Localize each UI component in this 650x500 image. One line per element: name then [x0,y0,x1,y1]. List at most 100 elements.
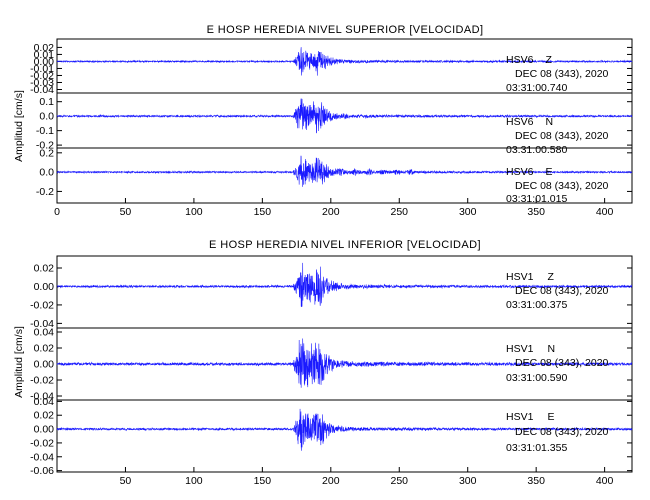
upper-panel-3: 0.2 0.0 -0.2 HSV6 E DEC 08 (343), 2020 03:3… [36,147,633,205]
component-label: N [545,116,553,128]
upper-panel-1-trace [56,47,633,76]
y-tick-label: 0.01 [34,49,55,61]
x-tick-label: 350 [527,206,545,218]
y-tick-label: -0.02 [30,70,54,82]
y-tick-label: -0.1 [36,125,54,137]
date-label: DEC 08 (343), 2020 [515,357,609,369]
x-tick-label: 300 [459,475,477,487]
y-tick-label: 0.1 [39,96,54,108]
x-tick-label: 150 [254,206,272,218]
x-tick-label: 0 [54,206,60,218]
lower-ylabel: Amplitud [cm/s] [13,326,25,398]
upper-figure: E HOSP HEREDIA NIVEL SUPERIOR [VELOCIDAD… [13,24,633,218]
y-tick-label: 0.02 [34,343,55,355]
x-tick-label: 50 [120,475,132,487]
upper-title: E HOSP HEREDIA NIVEL SUPERIOR [VELOCIDAD… [207,24,484,36]
x-tick-label: 50 [120,206,132,218]
y-tick-label: -0.02 [30,437,54,449]
y-tick-label: 0.0 [39,111,54,123]
time-label: 03:31:00.740 [506,82,567,94]
x-tick-label: 400 [596,475,614,487]
lower-panel-1-yaxis: 0.02 0.00 -0.02 -0.04 [30,263,632,330]
y-tick-label: 0.2 [39,147,54,159]
y-tick-label: -0.2 [36,140,54,152]
y-tick-label: -0.03 [30,77,54,89]
date-label: DEC 08 (343), 2020 [515,130,609,142]
time-label: 03:31:01.355 [506,442,567,454]
component-label: E [545,166,552,178]
lower-panel-3: 0.04 0.02 0.00-0.02 -0.04 -0.06 HSV1 E DEC 08… [30,396,633,477]
x-tick-label: 250 [390,475,408,487]
lower-panel-3-yaxis: 0.04 0.02 0.00-0.02 -0.04 -0.06 [30,396,632,477]
y-tick-label: -0.2 [36,186,54,198]
y-tick-label: -0.02 [30,375,54,387]
y-tick-label: 0.02 [34,42,55,54]
lower-panel-3-trace [56,408,633,451]
date-label: DEC 08 (343), 2020 [515,285,609,297]
x-tick-label: 300 [459,206,477,218]
date-label: DEC 08 (343), 2020 [515,68,609,80]
station-label: HSV6 [506,116,534,128]
lower-panel-3-frame [56,399,633,473]
upper-panel-2: 0.10.0-0.1-0.2 HSV6 N DEC 08 (343), 2020 … [36,92,633,156]
lower-title: E HOSP HEREDIA NIVEL INFERIOR [VELOCIDAD… [209,239,481,251]
upper-panel-2-yaxis: 0.1 0.0 -0.1 -0.2 [36,96,632,152]
station-label: HSV1 [506,411,534,423]
y-tick-label: 0.04 [34,327,55,339]
lower-panel-2-yaxis: 0.04 0.02 0.00 -0.02 -0.04 [30,327,632,403]
upper-panel-3-frame [56,147,633,204]
date-label: DEC 08 (343), 2020 [515,426,609,438]
component-label: E [547,411,554,423]
y-tick-label: 0.02 [34,263,55,275]
x-tick-label: 400 [596,206,614,218]
upper-panel-1-yaxis: 0.020.010.00-0.01-0.02-0.03-0.04 [30,42,632,96]
lower-panel-1-trace [56,262,633,308]
station-label: HSV6 [506,54,534,66]
y-tick-label: 0.00 [34,424,55,436]
lower-figure: E HOSP HEREDIA NIVEL INFERIOR [VELOCIDAD… [13,239,633,487]
y-tick-label: -0.06 [30,465,54,477]
x-tick-label: 200 [322,475,340,487]
y-tick-label: -0.04 [30,318,54,330]
station-label: HSV6 [506,166,534,178]
lower-panel-2-trace [56,338,633,388]
date-label: DEC 08 (343), 2020 [515,180,609,192]
y-tick-label: 0.0 [39,167,54,179]
upper-xaxis: 0 50 100 150 200 250 300 350 400 [54,198,614,218]
upper-panel-3-yaxis: 0.2 0.0 -0.2 [36,147,632,198]
upper-panel-3-trace [56,155,633,187]
component-label: N [547,343,555,355]
y-tick-label: -0.04 [30,84,54,96]
y-tick-label: 0.04 [34,396,55,408]
upper-panel-2-trace [56,98,633,134]
x-tick-label: 150 [254,475,272,487]
y-tick-label: 0.00 [34,56,55,68]
time-label: 03:31:00.375 [506,299,567,311]
x-tick-label: 350 [527,475,545,487]
upper-ylabel: Amplitud [cm/s] [13,90,25,162]
time-label: 03:31:00.580 [506,144,567,156]
upper-panel-1: 0.020.010.00-0.01-0.02-0.03-0.04 HSV6 Z D… [30,38,633,96]
component-label: Z [547,271,554,283]
y-tick-label: -0.01 [30,63,54,75]
time-label: 03:31:00.590 [506,372,567,384]
time-label: 03:31:01.015 [506,193,567,205]
lower-xaxis: 50 100 150 200 250 300 350 400 [120,467,614,487]
y-tick-label: -0.02 [30,299,54,311]
y-tick-label: 0.00 [34,281,55,293]
y-tick-label: 0.02 [34,410,55,422]
x-tick-label: 100 [185,206,203,218]
component-label: Z [545,54,552,66]
y-tick-label: -0.04 [30,391,54,403]
lower-panel-1: 0.02 0.00 -0.02 -0.04 HSV1 Z DEC 08 (343), 2… [30,255,633,330]
x-tick-label: 200 [322,206,340,218]
x-tick-label: 100 [185,475,203,487]
y-tick-label: 0.00 [34,359,55,371]
